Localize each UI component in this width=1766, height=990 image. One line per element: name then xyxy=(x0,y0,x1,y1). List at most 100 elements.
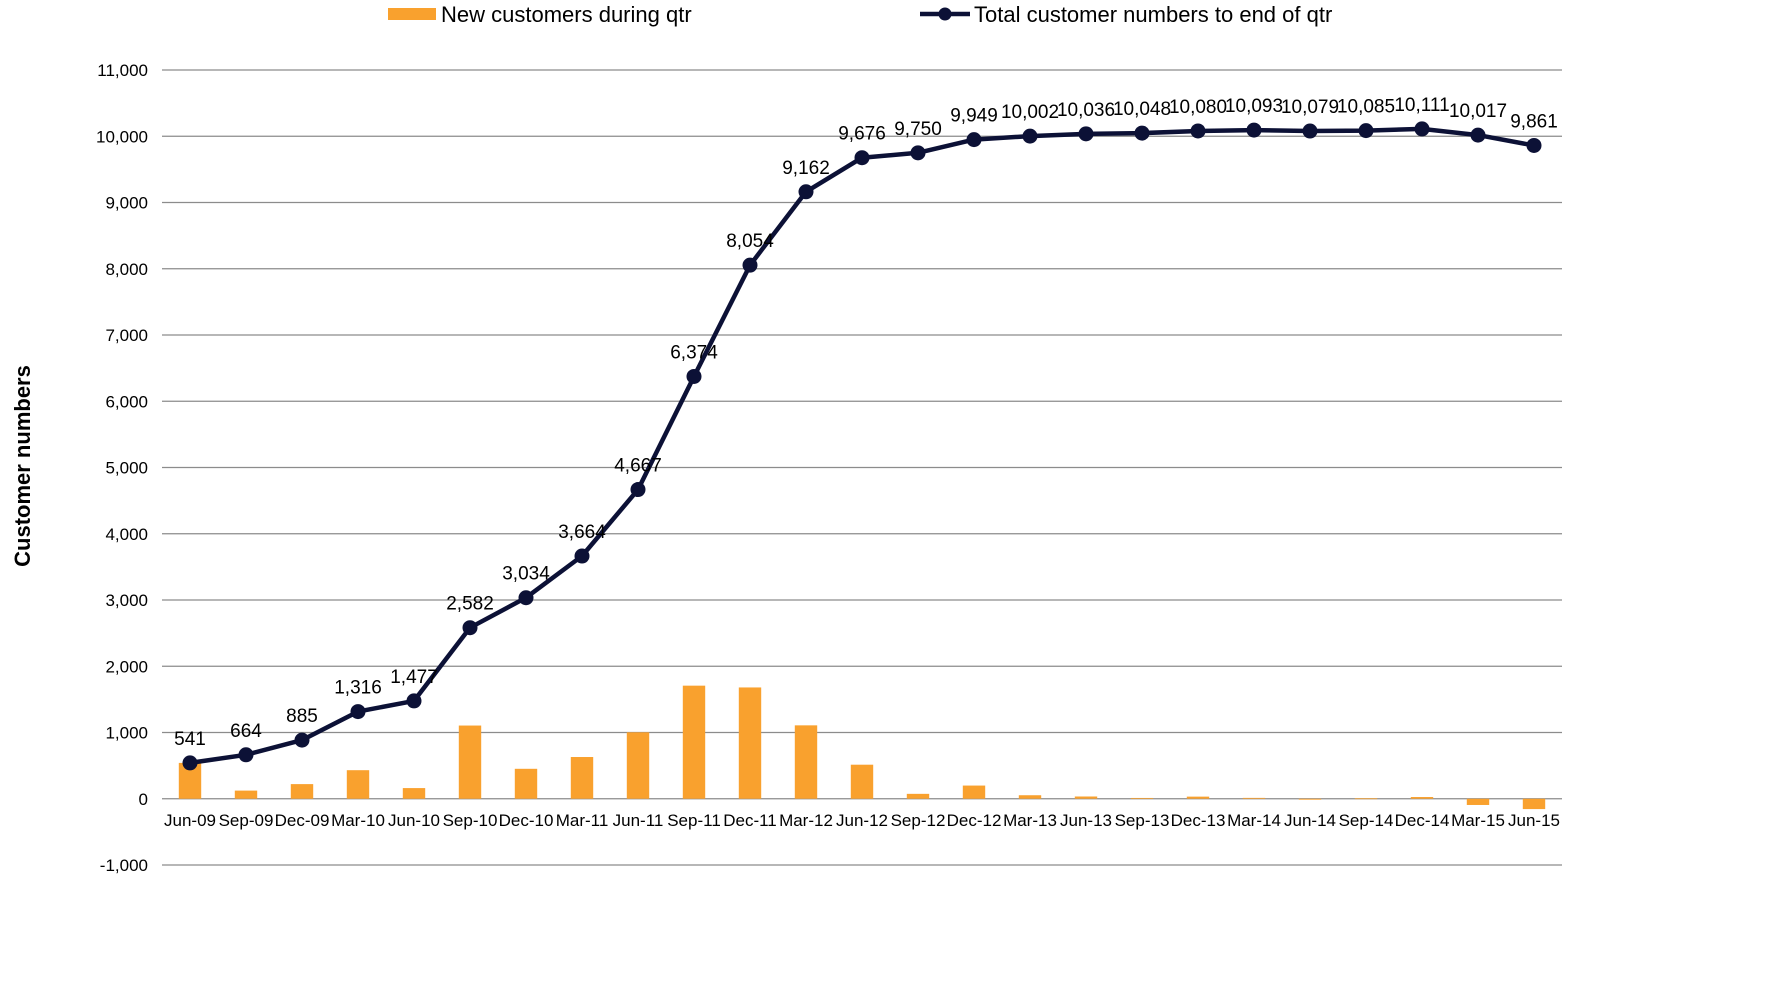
point-Jun-12 xyxy=(854,150,870,166)
bar-Mar-15 xyxy=(1466,798,1490,805)
bar-Sep-10 xyxy=(458,725,482,799)
x-tick-label: Dec-10 xyxy=(499,811,554,830)
bar-Jun-09 xyxy=(178,762,202,799)
x-tick-label: Sep-09 xyxy=(219,811,274,830)
point-Jun-13 xyxy=(1078,126,1094,142)
gridlines xyxy=(162,69,1562,866)
bar-Jun-15 xyxy=(1522,798,1546,810)
point-Jun-11 xyxy=(630,482,646,498)
data-label-Jun-12: 9,676 xyxy=(838,124,886,145)
y-tick-label: 4,000 xyxy=(105,525,148,544)
x-tick-label: Mar-15 xyxy=(1451,811,1505,830)
point-Dec-09 xyxy=(294,732,310,748)
data-label-Jun-14: 10,079 xyxy=(1281,97,1339,118)
x-tick-label: Sep-10 xyxy=(443,811,498,830)
point-Jun-09 xyxy=(182,755,198,771)
x-tick-label: Jun-10 xyxy=(388,811,440,830)
x-tick-label: Dec-14 xyxy=(1395,811,1450,830)
x-tick-label: Dec-11 xyxy=(723,811,777,830)
data-labels: 541 664 885 1,316 1,477 2,582 3,034 3,664 4,667 6… xyxy=(174,95,1558,750)
x-tick-label: Jun-11 xyxy=(613,811,664,830)
point-Sep-11 xyxy=(686,368,702,384)
data-label-Dec-11: 8,054 xyxy=(726,231,774,252)
bar-Jun-13 xyxy=(1074,796,1098,799)
legend-label-bars: New customers during qtr xyxy=(441,2,692,27)
bar-Mar-12 xyxy=(794,725,818,799)
data-label-Dec-13: 10,080 xyxy=(1169,97,1227,118)
data-label-Mar-12: 9,162 xyxy=(782,158,830,179)
bar-Dec-12 xyxy=(962,785,986,799)
point-Mar-15 xyxy=(1470,127,1486,143)
point-Mar-11 xyxy=(574,548,590,564)
bar-Mar-10 xyxy=(346,770,370,799)
point-Dec-10 xyxy=(518,590,534,606)
y-tick-label: 5,000 xyxy=(105,459,148,478)
bar-Jun-11 xyxy=(626,732,650,799)
y-tick-label: 0 xyxy=(139,790,148,809)
y-tick-label: 8,000 xyxy=(105,260,148,279)
x-tick-label: Mar-11 xyxy=(556,811,609,830)
x-tick-label: Mar-13 xyxy=(1003,811,1057,830)
data-label-Sep-11: 6,374 xyxy=(670,342,718,363)
bar-Dec-09 xyxy=(290,784,314,799)
point-Sep-09 xyxy=(238,747,254,763)
x-tick-label: Sep-14 xyxy=(1339,811,1394,830)
data-label-Dec-14: 10,111 xyxy=(1394,95,1449,116)
legend: New customers during qtr Total customer … xyxy=(388,2,1332,27)
data-label-Mar-11: 3,664 xyxy=(558,522,606,543)
point-Jun-14 xyxy=(1302,123,1318,139)
x-tick-label: Jun-13 xyxy=(1060,811,1112,830)
legend-swatch-marker xyxy=(938,7,952,21)
y-axis-title: Customer numbers xyxy=(10,365,35,567)
bar-Dec-11 xyxy=(738,687,762,799)
x-tick-label: Jun-15 xyxy=(1508,811,1560,830)
x-tick-label: Sep-13 xyxy=(1115,811,1170,830)
point-Sep-13 xyxy=(1134,125,1150,141)
y-axis-ticks: -1,000 0 1,000 2,000 3,000 4,000 5,000 6,000 7,0… xyxy=(96,61,148,875)
point-Dec-14 xyxy=(1414,121,1430,137)
data-label-Jun-13: 10,036 xyxy=(1057,100,1115,121)
bar-Mar-11 xyxy=(570,757,594,799)
point-Sep-12 xyxy=(910,145,926,161)
x-tick-label: Dec-13 xyxy=(1171,811,1226,830)
y-tick-label: 7,000 xyxy=(105,326,148,345)
data-label-Mar-13: 10,002 xyxy=(1001,102,1059,123)
data-label-Mar-15: 10,017 xyxy=(1449,101,1507,122)
data-label-Mar-10: 1,316 xyxy=(334,678,382,699)
x-axis-ticks: Jun-09 Sep-09 Dec-09 Mar-10 Jun-10 Sep-10 Dec-… xyxy=(164,811,1560,830)
data-label-Sep-09: 664 xyxy=(230,721,262,742)
data-label-Sep-14: 10,085 xyxy=(1337,97,1395,118)
x-tick-label: Mar-12 xyxy=(779,811,833,830)
point-Mar-14 xyxy=(1246,122,1262,138)
x-tick-label: Mar-10 xyxy=(331,811,385,830)
data-label-Sep-13: 10,048 xyxy=(1113,99,1171,120)
point-Sep-14 xyxy=(1358,123,1374,139)
bar-Jun-10 xyxy=(402,788,426,799)
bar-Mar-14 xyxy=(1242,797,1266,799)
x-tick-label: Sep-11 xyxy=(667,811,721,830)
y-tick-label: -1,000 xyxy=(100,856,148,875)
y-tick-label: 10,000 xyxy=(96,127,148,146)
point-Mar-13 xyxy=(1022,128,1038,144)
data-label-Dec-10: 3,034 xyxy=(502,564,550,585)
point-Dec-11 xyxy=(742,257,758,273)
y-tick-label: 2,000 xyxy=(105,657,148,676)
point-Dec-13 xyxy=(1190,123,1206,139)
bar-Sep-12 xyxy=(906,793,930,799)
point-Jun-10 xyxy=(406,693,422,709)
data-label-Sep-12: 9,750 xyxy=(894,119,942,140)
bar-Dec-10 xyxy=(514,768,538,799)
y-tick-label: 1,000 xyxy=(105,724,148,743)
legend-label-line: Total customer numbers to end of qtr xyxy=(974,2,1332,27)
point-Mar-10 xyxy=(350,704,366,720)
bar-Jun-12 xyxy=(850,764,874,799)
x-tick-label: Dec-12 xyxy=(947,811,1002,830)
bar-Sep-14 xyxy=(1354,798,1378,800)
bar-Dec-14 xyxy=(1410,797,1434,799)
x-tick-label: Jun-12 xyxy=(836,811,888,830)
bar-Jun-14 xyxy=(1298,798,1322,800)
y-tick-label: 3,000 xyxy=(105,591,148,610)
x-tick-label: Sep-12 xyxy=(891,811,946,830)
bar-Mar-13 xyxy=(1018,795,1042,799)
